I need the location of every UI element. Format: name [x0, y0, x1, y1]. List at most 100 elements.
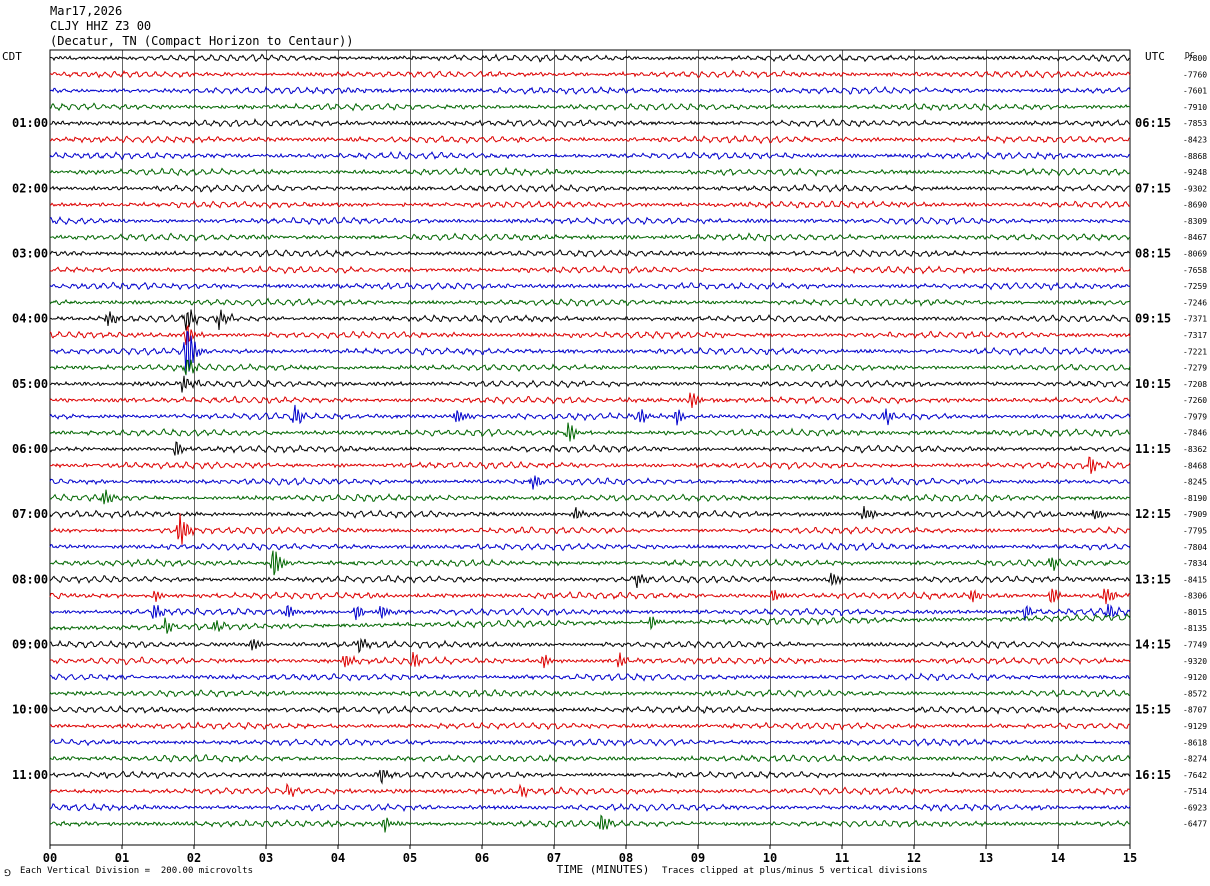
trace-line	[49, 166, 1130, 177]
trace-line	[49, 392, 1131, 408]
dc-offset-label: -7260	[1183, 396, 1207, 405]
trace-line	[49, 550, 1131, 576]
left-time-label: 11:00	[12, 768, 48, 782]
chart-axes: CDT UTC DC 01:00 02:00 03:00 04:00 05:00 06:00 07…	[2, 50, 1207, 876]
left-time-label: 07:00	[12, 507, 48, 521]
dc-offset-label: -8572	[1183, 689, 1207, 698]
right-time-label: 13:15	[1135, 572, 1171, 586]
dc-offset-label: -7514	[1183, 787, 1207, 796]
right-time-label: 14:15	[1135, 638, 1171, 652]
station-code: CLJY HHZ Z3 00	[50, 19, 152, 33]
x-tick-label: 11	[835, 851, 849, 865]
left-time-label: 03:00	[12, 247, 48, 261]
trace-line	[49, 506, 1130, 520]
trace-line	[49, 688, 1131, 698]
trace-line	[49, 134, 1131, 145]
dc-offset-label: -6477	[1183, 820, 1207, 829]
x-tick-label: 02	[187, 851, 201, 865]
dc-offset-label: -6923	[1183, 803, 1207, 812]
dc-offset-label: -8690	[1183, 201, 1207, 210]
trace-line	[49, 489, 1131, 505]
dc-offset-label: -7279	[1183, 364, 1207, 373]
dc-offset-label: -8618	[1183, 738, 1207, 747]
dc-offset-label: -8468	[1183, 461, 1207, 470]
left-time-label: 02:00	[12, 181, 48, 195]
plot-date: Mar17,2026	[50, 4, 123, 18]
dc-offset-label: -8069	[1183, 250, 1207, 259]
dc-offset-label: -7601	[1183, 87, 1207, 96]
trace-line	[49, 672, 1131, 682]
trace-line	[49, 117, 1131, 128]
dc-offset-label: -7208	[1183, 380, 1207, 389]
dc-offset-label: -7658	[1183, 266, 1207, 275]
dc-offset-label: -7853	[1183, 119, 1207, 128]
trace-line	[49, 613, 1131, 634]
trace-line	[49, 102, 1131, 112]
right-time-label: 10:15	[1135, 377, 1171, 391]
x-tick-label: 14	[1051, 851, 1065, 865]
station-location: (Decatur, TN (Compact Horizon to Centaur…	[50, 34, 354, 48]
trace-line	[49, 769, 1131, 785]
trace-line	[49, 404, 1131, 426]
trace-line	[49, 721, 1131, 731]
dc-offset-label: -7800	[1183, 54, 1207, 63]
dc-offset-label: -7910	[1183, 103, 1207, 112]
trace-line	[49, 456, 1131, 474]
left-time-label: 01:00	[12, 116, 48, 130]
x-tick-label: 10	[763, 851, 777, 865]
dc-offset-label: -7909	[1183, 510, 1207, 519]
dc-offset-label: -7760	[1183, 70, 1207, 79]
trace-line	[49, 297, 1131, 307]
dc-offset-label: -7246	[1183, 298, 1207, 307]
dc-offset-label: -8423	[1183, 135, 1207, 144]
dc-offset-label: -7317	[1183, 331, 1207, 340]
x-tick-label: 08	[619, 851, 633, 865]
right-time-label: 15:15	[1135, 703, 1171, 717]
dc-offset-label: -7259	[1183, 282, 1207, 291]
trace-line	[49, 814, 1131, 833]
dc-offset-label: -8415	[1183, 575, 1207, 584]
dc-offset-label: -7642	[1183, 771, 1207, 780]
trace-line	[49, 200, 1131, 210]
trace-line	[49, 603, 1131, 621]
dc-offset-label: -7221	[1183, 347, 1207, 356]
right-time-label: 08:15	[1135, 247, 1171, 261]
left-time-label: 09:00	[12, 638, 48, 652]
x-tick-label: 05	[403, 851, 417, 865]
x-tick-label: 13	[979, 851, 993, 865]
trace-line	[49, 441, 1131, 456]
right-time-label: 07:15	[1135, 181, 1171, 195]
dc-offset-label: -8015	[1183, 608, 1207, 617]
seismic-traces	[49, 53, 1131, 833]
x-axis-label: TIME (MINUTES)	[557, 863, 650, 876]
right-time-label: 16:15	[1135, 768, 1171, 782]
dc-offset-label: -9302	[1183, 184, 1207, 193]
trace-line	[49, 802, 1131, 813]
dc-label: DC	[1185, 51, 1195, 60]
dc-offset-label: -8467	[1183, 233, 1207, 242]
trace-line	[49, 53, 1131, 63]
left-time-label: 04:00	[12, 312, 48, 326]
trace-line	[49, 542, 1131, 552]
left-time-label: 06:00	[12, 442, 48, 456]
clip-note: Traces clipped at plus/minus 5 vertical …	[662, 866, 928, 876]
right-time-label: 12:15	[1135, 507, 1171, 521]
trace-line	[49, 324, 1131, 346]
right-time-label: 11:15	[1135, 442, 1171, 456]
dc-offset-label: -7979	[1183, 412, 1207, 421]
x-tick-label: 03	[259, 851, 273, 865]
trace-line	[49, 216, 1131, 226]
trace-line	[49, 637, 1131, 654]
trace-line	[49, 588, 1131, 605]
dc-offset-label: -8707	[1183, 706, 1207, 715]
x-tick-label: 04	[331, 851, 345, 865]
trace-line	[49, 85, 1131, 95]
dc-offset-label: -8274	[1183, 755, 1207, 764]
trace-line	[49, 738, 1131, 747]
trace-line	[49, 375, 1131, 393]
x-tick-label: 06	[475, 851, 489, 865]
trace-line	[49, 309, 1131, 331]
trace-line	[49, 652, 1131, 669]
trace-line	[49, 183, 1131, 193]
